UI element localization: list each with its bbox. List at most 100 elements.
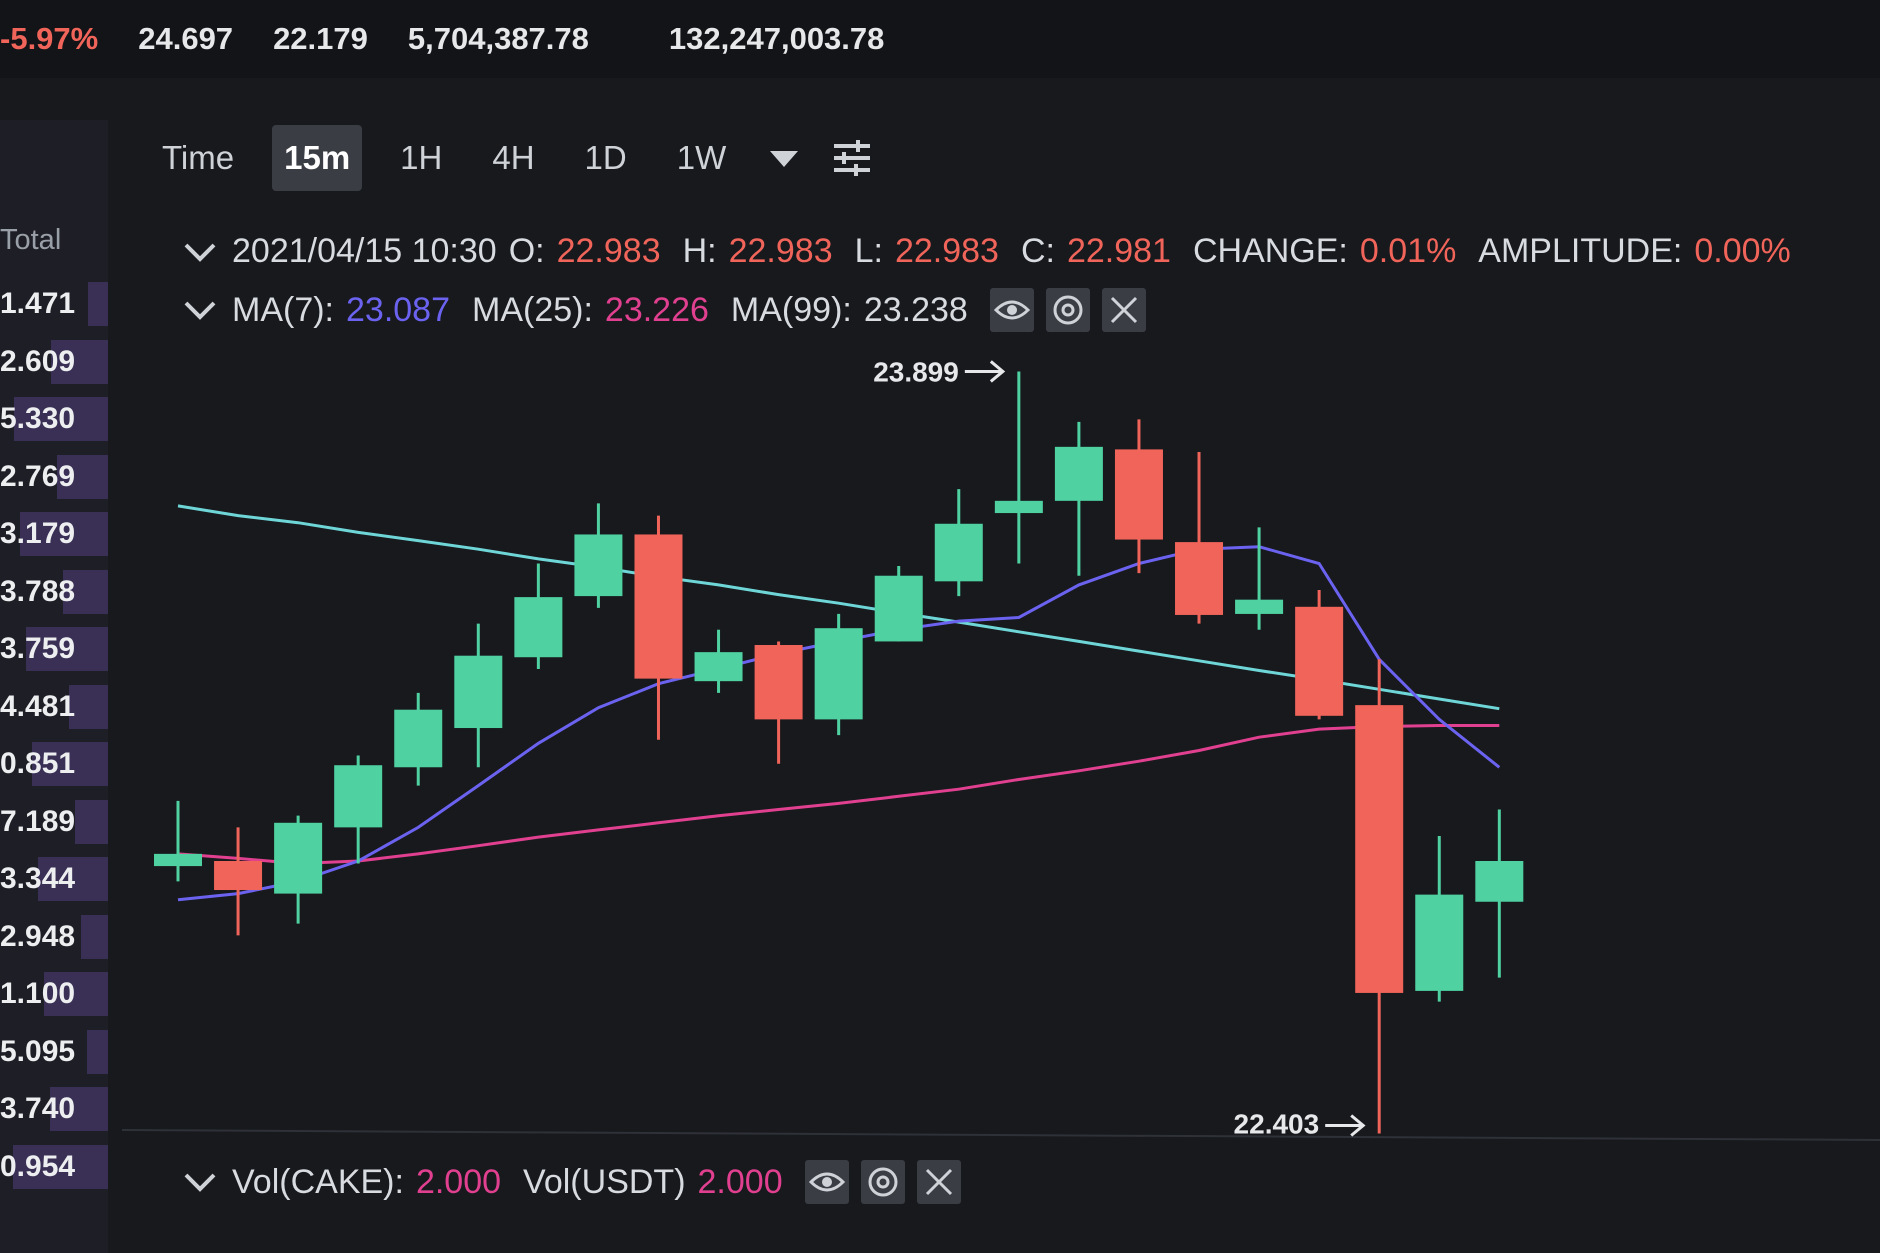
candle-body: [694, 652, 743, 682]
collapse-chevron[interactable]: [180, 295, 220, 325]
info-value: 22.983: [894, 232, 999, 270]
candle-body: [1114, 449, 1163, 540]
depth-bar: [75, 799, 108, 844]
visibility-icon[interactable]: [804, 1160, 849, 1204]
sidebar-row: 3.344: [0, 855, 108, 903]
settings-icon[interactable]: [860, 1160, 905, 1204]
info-value: 22.983: [556, 232, 661, 270]
legend-name: MA(25):: [472, 290, 593, 329]
volume-row: Vol(CAKE): 2.000 Vol(USDT) 2.000: [180, 1160, 961, 1204]
sidebar-value: 2.769: [0, 459, 76, 493]
interval-button[interactable]: Time: [162, 139, 235, 176]
volume-value: 2.000: [697, 1162, 783, 1201]
sidebar-header: Total: [0, 224, 62, 256]
interval-button[interactable]: 1H: [400, 139, 443, 176]
ticker-value: 22.179: [273, 21, 368, 56]
ma-line: [177, 724, 1500, 866]
info-value: 22.981: [1066, 232, 1171, 270]
close-icon[interactable]: [1101, 288, 1146, 332]
depth-bar: [51, 339, 108, 384]
interval-button[interactable]: 1D: [584, 139, 627, 176]
sidebar-row: 3.179: [0, 510, 108, 558]
candle-body: [334, 765, 383, 828]
depth-bar: [81, 914, 108, 959]
sidebar-row: 2.609: [0, 338, 108, 386]
depth-bar: [26, 627, 108, 671]
sidebar-row: 3.740: [0, 1085, 108, 1133]
candle-body: [274, 822, 323, 894]
collapse-chevron[interactable]: [180, 237, 220, 267]
ma-line: [177, 545, 1501, 902]
sidebar-value: 4.481: [0, 689, 76, 723]
legend-name: MA(7):: [232, 290, 334, 329]
sidebar-row: 3.759: [0, 625, 108, 673]
candle-body: [994, 500, 1043, 514]
ma-legend-row: MA(7): 23.087 MA(25): 23.226 MA(99): 23.238: [180, 288, 1146, 332]
interval-button[interactable]: 1W: [676, 139, 727, 176]
sidebar-row: 2.769: [0, 453, 108, 501]
sidebar-value: 0.851: [0, 747, 76, 780]
depth-bar: [50, 1087, 108, 1131]
ma-line: [177, 504, 1500, 711]
legend-value: 23.087: [346, 290, 450, 329]
info-label: CHANGE:: [1192, 232, 1348, 270]
pane-divider: [121, 1129, 1880, 1141]
candle-body: [1054, 446, 1103, 501]
depth-bar: [44, 972, 108, 1016]
sidebar-value: 3.179: [0, 517, 76, 550]
annotation-arrow: [1325, 1114, 1366, 1137]
candle-date: 2021/04/15 10:30: [232, 232, 497, 270]
candle-body: [214, 860, 263, 891]
sidebar-row: 5.095: [0, 1028, 108, 1076]
legend-value: 23.226: [604, 290, 709, 329]
settings-icon[interactable]: [1045, 288, 1090, 332]
info-value: 0.01%: [1359, 232, 1457, 270]
info-value: 0.00%: [1694, 232, 1791, 270]
legend-value: 23.238: [863, 290, 968, 329]
sidebar-value: 3.344: [0, 862, 76, 895]
sidebar-row: 7.189: [0, 798, 108, 846]
sidebar-value: 1.100: [0, 977, 76, 1010]
interval-toolbar: Time 15m 1H 4H 1D 1W: [150, 122, 874, 194]
sidebar-value: 2.609: [0, 344, 76, 378]
sidebar-value: 1.471: [0, 287, 76, 320]
sidebar-value: 5.330: [0, 402, 76, 435]
volume-label: Vol(CAKE):: [232, 1162, 404, 1201]
ticker-bar: -5.97% 24.697 22.179 5,704,387.78 132,247,00…: [0, 0, 1880, 78]
dropdown-icon[interactable]: [764, 143, 804, 173]
interval-button[interactable]: 15m: [272, 125, 363, 191]
close-icon[interactable]: [916, 1160, 961, 1204]
annotation-arrow: [964, 360, 1006, 383]
ticker-value: 24.697: [138, 21, 234, 56]
depth-bar: [13, 1144, 108, 1189]
sidebar-row: 0.954: [0, 1143, 108, 1191]
sidebar-value: 2.948: [0, 919, 76, 953]
candle-body: [874, 575, 923, 642]
sidebar-value: 0.954: [0, 1149, 76, 1183]
collapse-chevron[interactable]: [180, 1167, 220, 1197]
low-annotation: 22.403: [1234, 1109, 1320, 1140]
depth-bar: [20, 512, 108, 556]
sidebar-value: 3.740: [0, 1092, 76, 1125]
candle-body: [1175, 542, 1224, 615]
info-label: C:: [1020, 232, 1055, 270]
ticker-value: 132,247,003.78: [668, 21, 885, 56]
candle-body: [154, 853, 202, 867]
info-label: H:: [682, 232, 717, 270]
settings-icon[interactable]: [830, 136, 874, 180]
sidebar-row: 0.851: [0, 740, 108, 788]
depth-bar: [14, 397, 108, 441]
candle-body: [514, 597, 563, 658]
candle-body: [454, 655, 503, 729]
sidebar-value: 3.759: [0, 632, 76, 665]
visibility-icon[interactable]: [989, 288, 1034, 332]
info-label: AMPLITUDE:: [1478, 232, 1683, 270]
depth-bar: [38, 857, 108, 901]
interval-button[interactable]: 4H: [492, 139, 535, 176]
volume-value: 2.000: [415, 1162, 502, 1201]
candle-body: [1415, 894, 1464, 991]
depth-bar: [88, 282, 108, 326]
sidebar-row: 5.330: [0, 395, 108, 443]
depth-bar: [63, 569, 108, 614]
candle-body: [934, 523, 983, 582]
